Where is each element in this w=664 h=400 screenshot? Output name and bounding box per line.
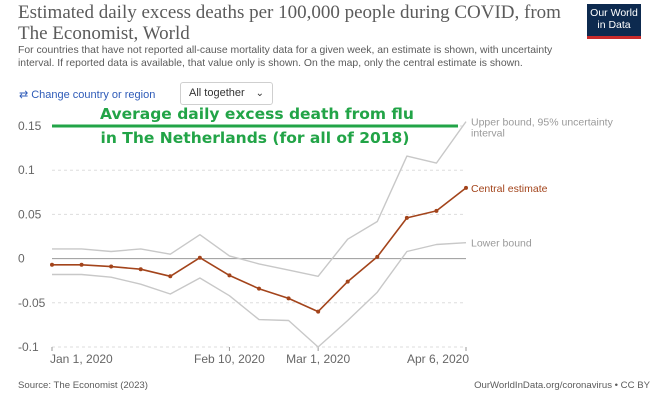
series-line (52, 187, 467, 313)
data-point (197, 255, 202, 260)
data-point (375, 254, 380, 259)
data-point (345, 279, 350, 284)
data-point (434, 208, 439, 213)
change-country-button[interactable]: ⇄ Change country or region (19, 88, 155, 101)
series-selector-dropdown[interactable]: All together ⌄ (180, 82, 273, 105)
series-label: Lower bound (471, 238, 532, 250)
logo-accent-bar (587, 36, 641, 39)
flu-annotation-line-2: in The Netherlands (for all of 2018) (101, 129, 410, 147)
logo-line-1: Our World (590, 7, 638, 19)
data-point (404, 215, 409, 220)
chart-title: Estimated daily excess deaths per 100,00… (18, 2, 561, 44)
y-tick-label: 0.05 (18, 207, 42, 221)
y-tick-label: 0 (18, 252, 25, 266)
chart-subtitle: For countries that have not reported all… (18, 45, 553, 69)
data-point (464, 185, 468, 190)
owid-logo[interactable]: Our World in Data (587, 4, 641, 36)
data-point (316, 309, 321, 314)
line-chart: 0.15 0.1 0.05 0 -0.05 -0.1 Jan 1, 2020 Feb 10, … (18, 105, 614, 366)
data-point (50, 262, 54, 267)
data-point (109, 264, 114, 269)
data-point (168, 274, 173, 279)
x-tick-label: Apr 6, 2020 (407, 352, 469, 366)
y-tick-label: 0.15 (18, 119, 42, 133)
x-tick-label: Feb 10, 2020 (194, 352, 265, 366)
license-link[interactable]: OurWorldInData.org/coronavirus • CC BY (474, 380, 650, 391)
change-country-label: Change country or region (31, 89, 156, 101)
data-point (227, 273, 232, 278)
y-tick-label: -0.1 (18, 340, 39, 354)
x-tick-label: Jan 1, 2020 (50, 352, 113, 366)
logo-line-2: in Data (597, 19, 631, 31)
series-label: Central estimate (471, 183, 548, 195)
data-point (257, 286, 261, 291)
y-tick-label: 0.1 (18, 163, 35, 177)
flu-annotation-line-1: Average daily excess death from flu (100, 105, 414, 123)
series-line (52, 121, 467, 277)
chevron-down-icon: ⌄ (255, 88, 264, 99)
source-note: Source: The Economist (2023) (18, 380, 148, 391)
y-tick-label: -0.05 (18, 296, 46, 310)
data-point (138, 267, 143, 272)
data-point (79, 262, 84, 267)
swap-arrows-icon: ⇄ (19, 89, 29, 101)
x-tick-label: Mar 1, 2020 (286, 352, 350, 366)
selector-value: All together (189, 87, 245, 99)
series-line (52, 242, 467, 348)
series-label: Upper bound, 95% uncertainty interval (471, 117, 614, 140)
data-point (286, 296, 291, 301)
